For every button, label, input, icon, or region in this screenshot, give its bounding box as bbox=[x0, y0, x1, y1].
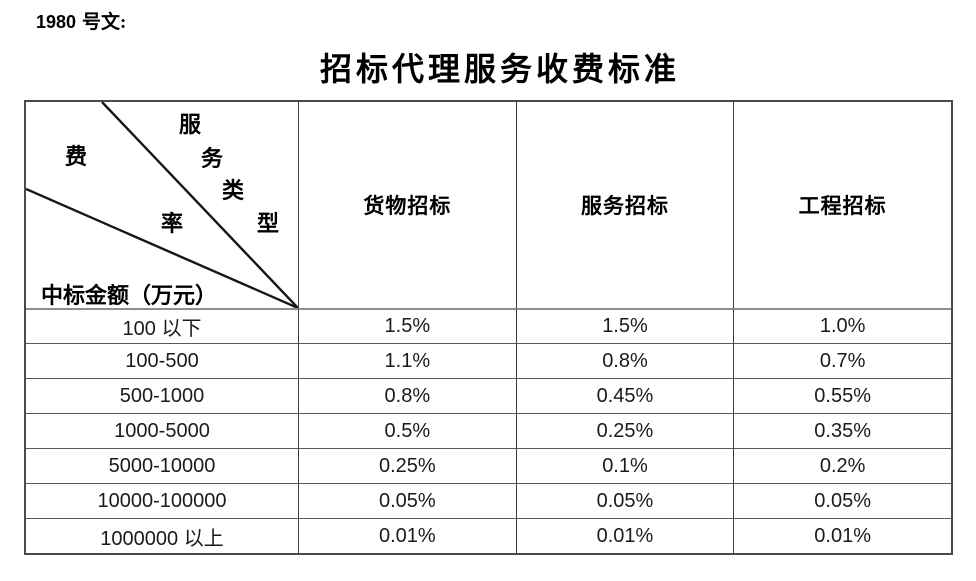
amount-cell: 5000-10000 bbox=[26, 448, 298, 483]
rate-cell: 0.1% bbox=[515, 448, 734, 483]
rate-cell: 0.45% bbox=[515, 378, 734, 413]
rate-cell: 0.05% bbox=[733, 483, 951, 518]
amount-cell: 100 以下 bbox=[26, 308, 298, 343]
column-header-engineering: 工程招标 bbox=[733, 102, 951, 308]
doc-number: 1980 bbox=[36, 12, 77, 32]
rate-cell: 0.2% bbox=[733, 448, 951, 483]
rate-cell: 0.7% bbox=[733, 343, 951, 378]
diagonal-lines bbox=[26, 102, 298, 308]
amount-cell: 500-1000 bbox=[26, 378, 298, 413]
rate-cell: 0.05% bbox=[515, 483, 734, 518]
amount-axis-label: 中标金额（万元） bbox=[41, 283, 218, 308]
rate-cell: 0.05% bbox=[298, 483, 516, 518]
type-char-3: 类 bbox=[221, 178, 245, 203]
column-header-goods: 货物招标 bbox=[298, 102, 516, 308]
type-char-1: 服 bbox=[178, 112, 202, 137]
type-char-4: 型 bbox=[256, 211, 280, 236]
doc-number-label: 1980 号文: bbox=[36, 7, 126, 34]
rate-cell: 1.5% bbox=[515, 308, 734, 343]
type-char-2: 务 bbox=[200, 146, 224, 171]
rate-cell: 0.8% bbox=[298, 378, 516, 413]
rate-char-2: 率 bbox=[160, 211, 184, 236]
doc-number-suffix: 号文: bbox=[82, 12, 127, 33]
rate-cell: 0.8% bbox=[515, 343, 734, 378]
corner-header-cell: 服 务 类 型 费 率 中标金额（万元） bbox=[26, 102, 298, 308]
rate-cell: 0.01% bbox=[298, 518, 516, 553]
amount-cell: 1000000 以上 bbox=[26, 518, 298, 553]
rate-cell: 1.5% bbox=[298, 308, 516, 343]
rate-cell: 0.5% bbox=[298, 413, 516, 448]
rate-cell: 0.55% bbox=[733, 378, 951, 413]
rate-cell: 0.01% bbox=[733, 518, 951, 553]
rate-cell: 0.25% bbox=[298, 448, 516, 483]
rate-char-1: 费 bbox=[64, 144, 88, 169]
amount-cell: 100-500 bbox=[26, 343, 298, 378]
fee-table: 服 务 类 型 费 率 中标金额（万元） 货物招标 服务招标 工程招标 100 … bbox=[24, 100, 953, 555]
column-header-service: 服务招标 bbox=[515, 102, 734, 308]
rate-cell: 0.01% bbox=[515, 518, 734, 553]
amount-cell: 1000-5000 bbox=[26, 413, 298, 448]
rate-cell: 1.1% bbox=[298, 343, 516, 378]
page-title: 招标代理服务收费标准 bbox=[319, 51, 680, 87]
rate-cell: 0.25% bbox=[515, 413, 734, 448]
rate-cell: 0.35% bbox=[733, 413, 951, 448]
rate-cell: 1.0% bbox=[733, 308, 951, 343]
amount-cell: 10000-100000 bbox=[26, 483, 298, 518]
